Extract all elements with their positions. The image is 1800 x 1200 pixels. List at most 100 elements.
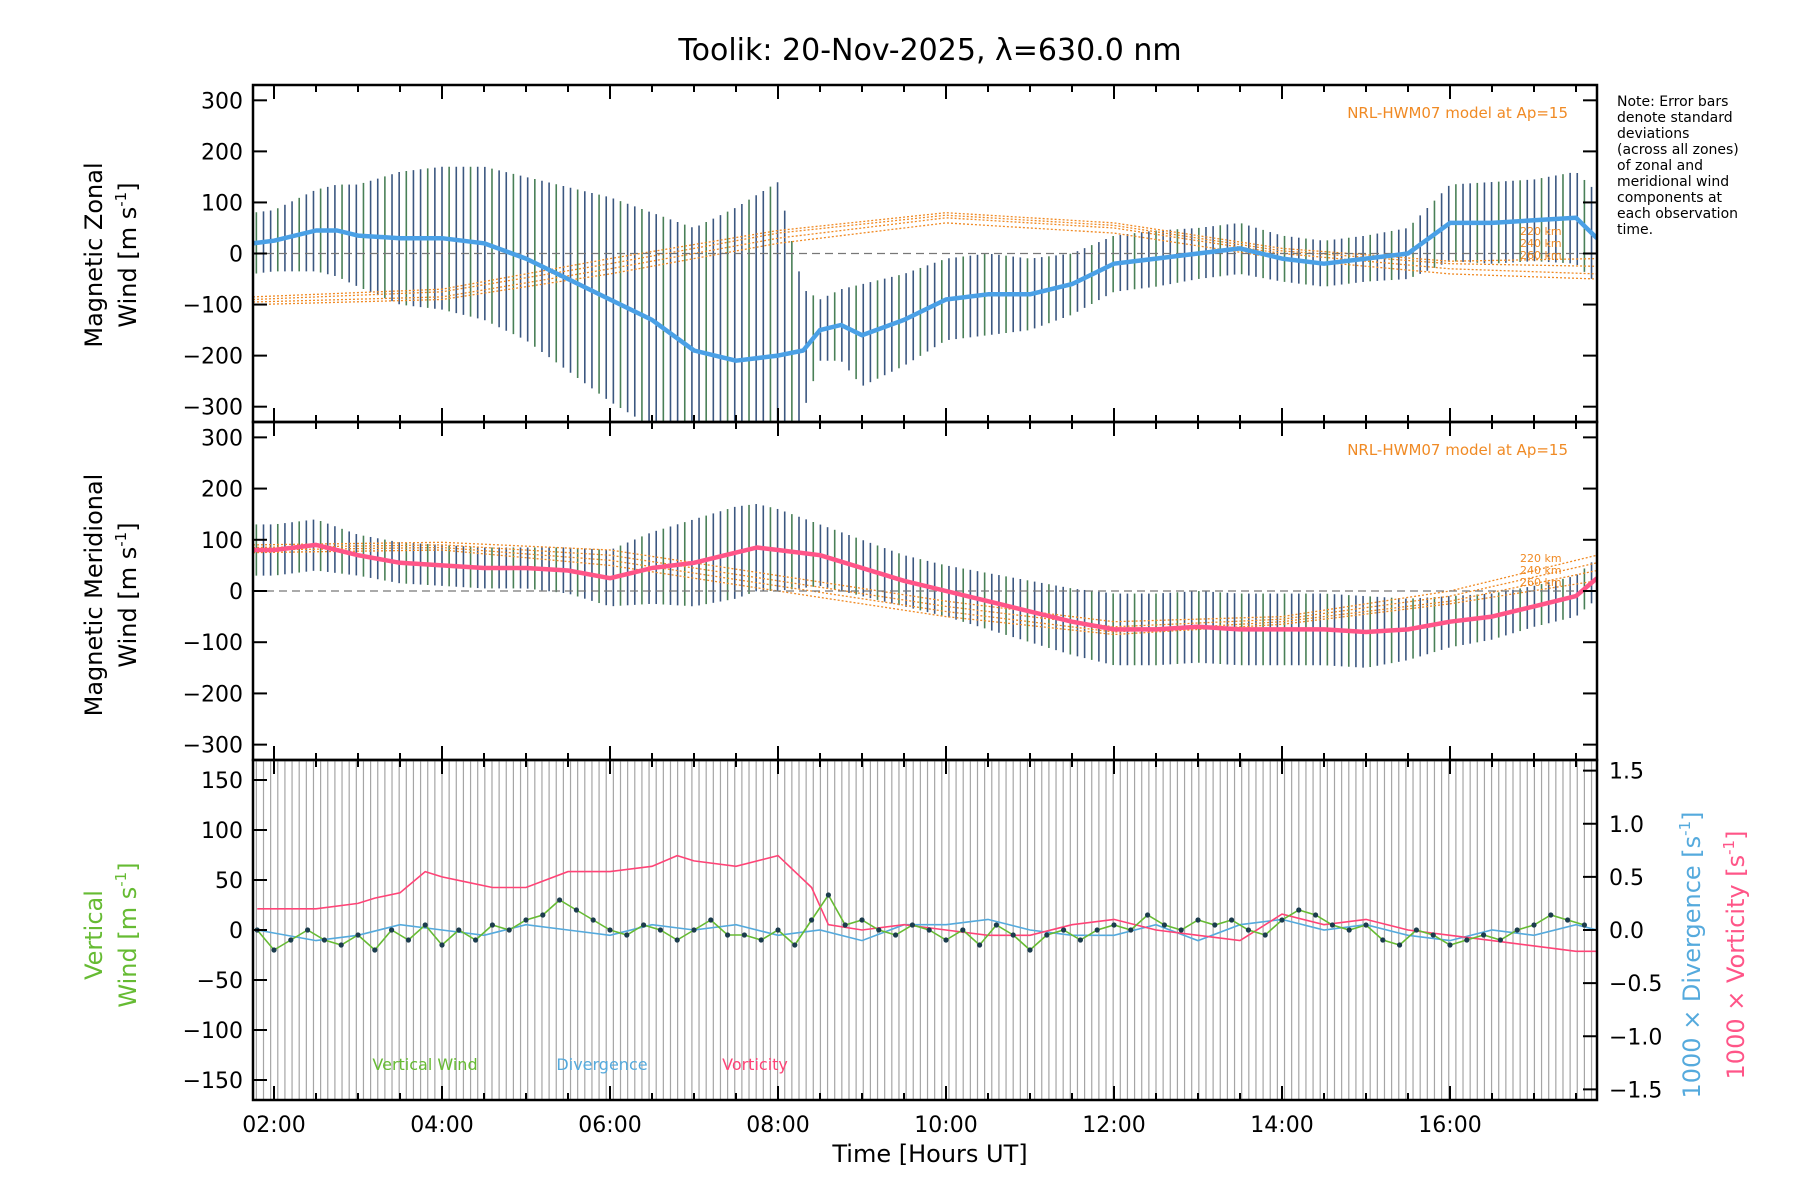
y-tick-label: 200 [201,140,243,165]
x-tick-label: 12:00 [1082,1113,1145,1138]
vertical-wind-point [1363,922,1369,928]
model-altitude-label: 240 km [1520,564,1562,577]
model-curve [253,222,1597,306]
vertical-wind-point [641,922,647,928]
vertical-wind-point [557,897,563,903]
vertical-wind-point [725,932,731,938]
y-tick-label: −200 [183,682,243,707]
y-tick-label: 300 [201,426,243,451]
zonal-ylabel-close: ] [114,182,142,191]
y-tick-label: 0 [229,243,243,268]
divergence-ylabel-text: 1000 × Divergence [s [1678,836,1706,1099]
model-altitude-label: 220 km [1520,552,1562,565]
vertical-wind-point [1229,917,1235,923]
vertical-wind-point [573,907,580,913]
vertical-wind-point [926,927,932,933]
meridional-ylabel-unit: Wind [m s-1] [112,522,142,667]
vertical-wind-point [1245,927,1251,933]
y-tick-label: 200 [201,478,243,503]
model-curve [253,544,1597,628]
model-curve [253,217,1597,303]
vertical-wind-point [473,937,479,943]
vertical-wind-point [1094,927,1100,933]
vertical-wind-point [842,922,848,928]
y-tick-label: −150 [183,1069,243,1094]
vertical-wind-point [321,937,327,943]
vertical-wind-point [1514,927,1520,933]
model-curve [253,214,1597,301]
x-tick-label: 04:00 [410,1113,473,1138]
vertical-wind-point [809,917,815,923]
zonal-ylabel: Magnetic Zonal [80,162,108,347]
note-text: Note: Error bars denote standard deviati… [1617,94,1739,238]
note-line: meridional wind [1617,174,1729,190]
y-tick-label: 150 [201,769,243,794]
model-altitude-label: 260 km [1520,249,1562,262]
vertical-wind-point [691,927,697,933]
vertical-wind-point [372,947,378,953]
zonal-ylabel-exp: -1 [112,192,130,207]
vertical-wind-point [405,937,411,943]
model-label: NRL-HWM07 model at Ap=15 [1347,441,1568,459]
vertical-ylabel-line2: Wind [m s [114,887,142,1008]
legend-entry: Divergence [556,1055,647,1074]
vertical-wind-point [271,947,277,953]
vertical-wind-point [1195,917,1201,923]
divergence-ylabel: 1000 × Divergence [s-1] [1676,811,1706,1098]
vertical-wind-point [1061,927,1067,933]
model-curve [253,546,1597,633]
vertical-wind-point [1145,912,1151,918]
x-axis-label: Time [Hours UT] [831,1140,1027,1168]
mean-wind-line [253,542,1597,635]
model-curve [253,541,1597,623]
meridional-ylabel-line2: Wind [m s [114,547,142,668]
mean-wind-line [253,215,1597,363]
model-curves [253,541,1597,636]
vertical-ylabel-close: ] [114,862,142,871]
divergence-ylabel-close: ] [1678,811,1706,820]
y-tick-label: −100 [183,294,243,319]
note-line: deviations [1617,126,1689,142]
vertical-wind-point [943,937,949,943]
divergence-ylabel-exp: -1 [1676,821,1694,836]
model-altitude-label: 220 km [1520,225,1562,238]
x-tick-labels: 02:00 04:00 06:00 08:00 10:00 12:00 14:00 16:00 [242,1113,1481,1138]
model-altitude-label: 240 km [1520,237,1562,250]
plot-area [253,504,1597,668]
vertical-wind-point [1481,932,1487,938]
vertical-wind-point [1279,917,1285,923]
vertical-wind-point [456,927,462,933]
x-tick-label: 10:00 [914,1113,977,1138]
figure-title: Toolik: 20-Nov-2025, λ=630.0 nm [677,33,1181,68]
meridional-ylabel-close: ] [114,522,142,531]
vertical-wind-point [288,937,294,943]
vertical-wind-point [489,922,495,928]
vertical-wind-point [338,942,344,948]
vorticity-ylabel-close: ] [1722,831,1750,840]
y2-tick-label: 1.0 [1609,813,1644,838]
vertical-wind-point [506,927,512,933]
vertical-wind-point [305,927,311,933]
zonal-ylabel-line2: Wind [m s [114,207,142,328]
note-line: of zonal and [1617,158,1703,174]
vertical-wind-point [1077,937,1083,943]
vertical-wind-point [439,942,445,948]
y-tick-label: −100 [183,1019,243,1044]
vertical-wind-point [775,927,781,933]
vertical-wind-point [1296,907,1302,913]
vertical-wind-point [1531,922,1537,928]
y2-tick-label: −1.0 [1609,1025,1662,1050]
vertical-wind-point [1111,922,1117,928]
vertical-wind-point [355,932,361,938]
vertical-wind-point [893,932,899,938]
x-tick-label: 08:00 [746,1113,809,1138]
vertical-wind-point [977,942,983,948]
y-tick-label: −100 [183,631,243,656]
note-line: Note: Error bars [1617,94,1728,110]
vorticity-ylabel: 1000 × Vorticity [s-1] [1720,831,1750,1080]
vorticity-ylabel-exp: -1 [1720,840,1738,855]
legend-entry: Vertical Wind [372,1055,477,1074]
x-tick-label: 02:00 [242,1113,305,1138]
divergence-line [257,918,1597,942]
note-line: each observation [1617,206,1738,222]
